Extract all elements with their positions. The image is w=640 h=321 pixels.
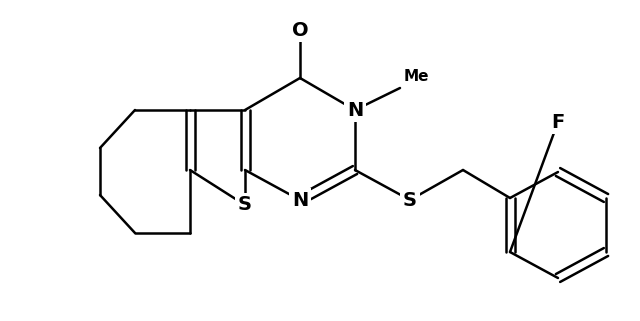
Text: S: S: [403, 190, 417, 210]
Text: S: S: [238, 195, 252, 214]
Text: O: O: [292, 21, 308, 39]
Text: N: N: [292, 190, 308, 210]
Text: F: F: [552, 112, 564, 132]
Text: Me: Me: [404, 69, 429, 84]
Text: N: N: [347, 100, 363, 119]
